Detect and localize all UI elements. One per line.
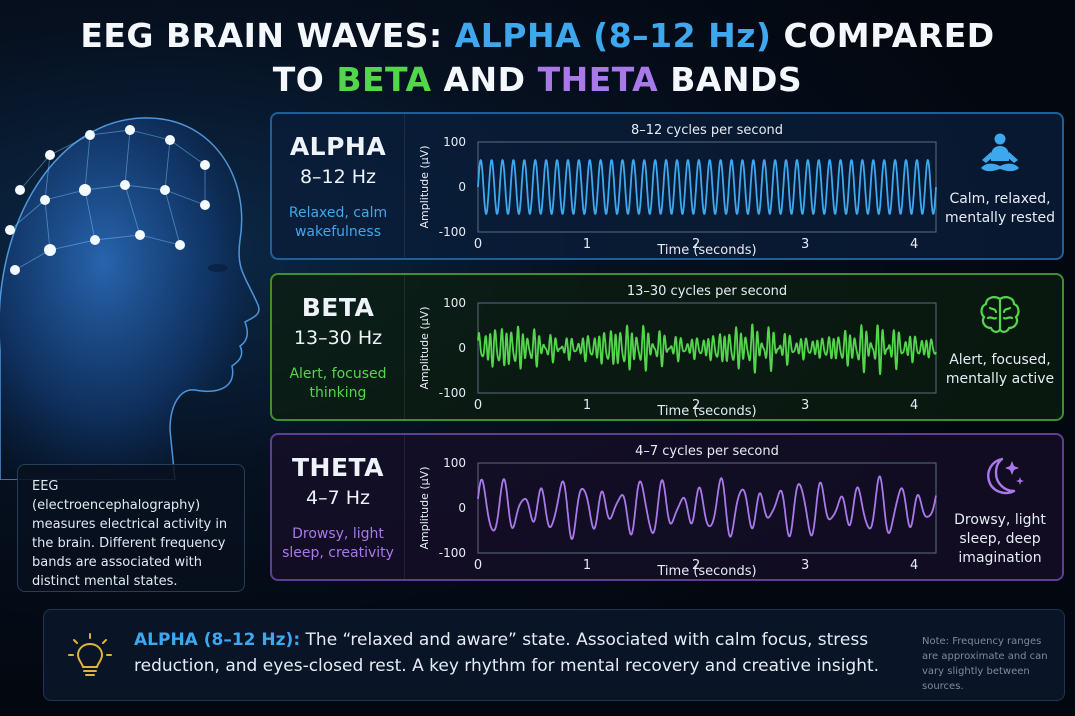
band-name: ALPHA bbox=[289, 132, 387, 161]
beta-waveform-chart: 13–30 cycles per second 100 0 -100 0 1 2 3 4 Time… bbox=[418, 284, 937, 419]
x-tick-label: 1 bbox=[583, 558, 591, 573]
theta-panel: THETA 4–7 Hz Drowsy, light sleep, creati… bbox=[270, 433, 1064, 581]
band-range: 4–7 Hz bbox=[306, 487, 370, 509]
y-axis-label: Amplitude (µV) bbox=[418, 467, 431, 550]
x-axis-label: Time (seconds) bbox=[656, 243, 756, 258]
lightbulb-icon bbox=[68, 633, 112, 676]
x-tick-label: 0 bbox=[474, 398, 482, 413]
brain-icon bbox=[980, 296, 1020, 333]
band-description: Alert, focused thinking bbox=[289, 366, 387, 401]
title-text: AND bbox=[431, 60, 538, 99]
band-range: 8–12 Hz bbox=[299, 166, 377, 188]
plot-frame bbox=[477, 302, 937, 394]
chart-title: 4–7 cycles per second bbox=[635, 444, 779, 459]
band-range: 13–30 Hz bbox=[293, 327, 383, 349]
band-info-theta: THETA 4–7 Hz Drowsy, light sleep, creati… bbox=[272, 435, 405, 579]
y-tick-label: 0 bbox=[458, 180, 466, 194]
x-tick-label: 3 bbox=[801, 237, 809, 252]
band-description: Relaxed, calm wakefulness bbox=[288, 205, 388, 240]
x-axis-label: Time (seconds) bbox=[656, 564, 756, 579]
alpha-waveform-chart: 8–12 cycles per second 100 0 -100 0 1 2 3 4 Time … bbox=[418, 123, 937, 258]
title-beta: BETA bbox=[336, 60, 432, 99]
chart-title: 8–12 cycles per second bbox=[631, 123, 783, 138]
x-tick-label: 3 bbox=[801, 558, 809, 573]
alpha-summary-footer: ALPHA (8–12 Hz): The “relaxed and aware”… bbox=[43, 609, 1065, 701]
chart-title: 13–30 cycles per second bbox=[627, 284, 787, 299]
x-tick-label: 0 bbox=[474, 237, 482, 252]
y-axis-label: Amplitude (µV) bbox=[418, 146, 431, 229]
x-tick-label: 4 bbox=[910, 558, 918, 573]
x-tick-label: 1 bbox=[583, 237, 591, 252]
theta-waveform-chart: 4–7 cycles per second 100 0 -100 0 1 2 3 4 Time (… bbox=[418, 444, 937, 579]
y-tick-label: 100 bbox=[443, 456, 466, 470]
alpha-panel: ALPHA 8–12 Hz Relaxed, calm wakefulness … bbox=[270, 112, 1064, 260]
head-illustration bbox=[0, 117, 260, 480]
title-text: COMPARED bbox=[771, 16, 995, 55]
title-theta: THETA bbox=[537, 60, 659, 99]
waveform-line bbox=[477, 475, 937, 540]
y-tick-label: -100 bbox=[439, 225, 466, 239]
x-axis-label: Time (seconds) bbox=[656, 404, 756, 419]
eeg-info-text: EEG (electroencephalography) measures el… bbox=[32, 479, 228, 589]
x-tick-label: 3 bbox=[801, 398, 809, 413]
state-beta: Alert, focused, mentally active bbox=[938, 275, 1062, 419]
footer-note: Note: Frequency ranges are approximate a… bbox=[922, 636, 1048, 692]
state-theta: Drowsy, light sleep, deep imagination bbox=[938, 435, 1062, 579]
footer-heading: ALPHA (8–12 Hz): bbox=[134, 630, 301, 650]
state-description: Calm, relaxed, mentally rested bbox=[944, 191, 1056, 226]
band-description: Drowsy, light sleep, creativity bbox=[282, 526, 394, 561]
waveform-line bbox=[477, 323, 937, 376]
band-info-alpha: ALPHA 8–12 Hz Relaxed, calm wakefulness bbox=[272, 114, 405, 258]
band-name: THETA bbox=[291, 453, 384, 482]
title-line-1: EEG BRAIN WAVES: ALPHA (8–12 Hz) COMPARE… bbox=[0, 14, 1075, 58]
band-name: BETA bbox=[301, 293, 375, 322]
title-text: TO bbox=[272, 60, 337, 99]
moon-stars-icon bbox=[987, 457, 1024, 495]
beta-panel: BETA 13–30 Hz Alert, focused thinking 13… bbox=[270, 273, 1064, 421]
x-tick-label: 2 bbox=[692, 398, 700, 413]
y-tick-label: 100 bbox=[443, 135, 466, 149]
meditation-icon bbox=[981, 133, 1019, 172]
x-tick-label: 2 bbox=[692, 237, 700, 252]
title-text: BANDS bbox=[658, 60, 803, 99]
x-tick-label: 4 bbox=[910, 237, 918, 252]
x-tick-label: 4 bbox=[910, 398, 918, 413]
y-axis-label: Amplitude (µV) bbox=[418, 307, 431, 390]
title-text: EEG BRAIN WAVES: bbox=[80, 16, 455, 55]
page-title: EEG BRAIN WAVES: ALPHA (8–12 Hz) COMPARE… bbox=[0, 14, 1075, 102]
state-description: Alert, focused, mentally active bbox=[945, 352, 1055, 387]
title-line-2: TO BETA AND THETA BANDS bbox=[0, 58, 1075, 102]
plot-frame bbox=[477, 462, 937, 554]
band-info-beta: BETA 13–30 Hz Alert, focused thinking bbox=[272, 275, 405, 419]
eeg-info-box: EEG (electroencephalography) measures el… bbox=[17, 464, 245, 592]
footer-text: ALPHA (8–12 Hz): The “relaxed and aware”… bbox=[134, 627, 914, 679]
waveform-line bbox=[477, 159, 937, 215]
title-alpha: ALPHA (8–12 Hz) bbox=[454, 16, 772, 55]
state-description: Drowsy, light sleep, deep imagination bbox=[954, 512, 1046, 566]
y-tick-label: 100 bbox=[443, 296, 466, 310]
x-tick-label: 0 bbox=[474, 558, 482, 573]
y-tick-label: -100 bbox=[439, 546, 466, 560]
footer-body: The “relaxed and aware” state. Associate… bbox=[134, 630, 880, 676]
y-tick-label: 0 bbox=[458, 501, 466, 515]
y-tick-label: 0 bbox=[458, 341, 466, 355]
x-tick-label: 2 bbox=[692, 558, 700, 573]
y-tick-label: -100 bbox=[439, 386, 466, 400]
x-tick-label: 1 bbox=[583, 398, 591, 413]
state-alpha: Calm, relaxed, mentally rested bbox=[938, 114, 1062, 258]
